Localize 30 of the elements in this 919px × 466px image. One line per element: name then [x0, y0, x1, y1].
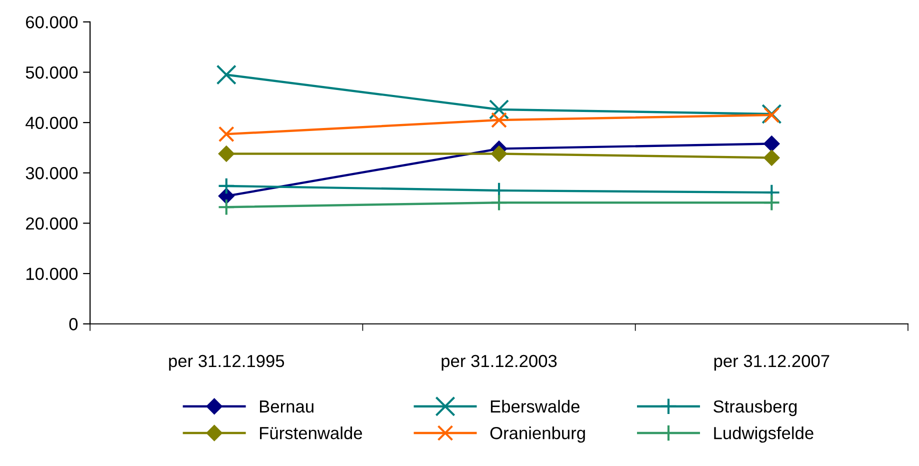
- x-tick-label: per 31.12.1995: [169, 354, 284, 371]
- x-tick-label: per 31.12.2007: [714, 354, 830, 371]
- point: [488, 99, 510, 120]
- y-tick-label: 40.000: [26, 116, 78, 130]
- y-tick-label: 20.000: [26, 217, 78, 230]
- point: [218, 198, 236, 216]
- legend-label: Strausberg: [714, 400, 797, 416]
- y-tick-label: 60.000: [26, 16, 78, 28]
- point: [490, 194, 508, 212]
- point: [218, 177, 236, 195]
- legend-label: Ludwigsfelde: [714, 426, 814, 443]
- legend-label: Bernau: [260, 400, 314, 413]
- point: [764, 136, 780, 152]
- point: [764, 107, 780, 123]
- x-tick-label: per 31.12.2003: [442, 354, 557, 371]
- legend-label: Fürstenwalde: [260, 426, 362, 440]
- point: [491, 146, 507, 162]
- point: [762, 104, 782, 124]
- y-tick-label: 0: [69, 318, 78, 330]
- y-tick-label: 10.000: [26, 268, 78, 280]
- y-tick-label: 30.000: [26, 167, 78, 180]
- legend-label: Eberswalde: [490, 400, 580, 413]
- y-tick-label: 50.000: [26, 66, 78, 79]
- legend-label: Oranienburg: [490, 426, 585, 443]
- point: [216, 64, 236, 85]
- point: [764, 150, 780, 166]
- point: [762, 194, 780, 212]
- point: [218, 146, 234, 162]
- point: [491, 112, 508, 128]
- point: [218, 126, 234, 142]
